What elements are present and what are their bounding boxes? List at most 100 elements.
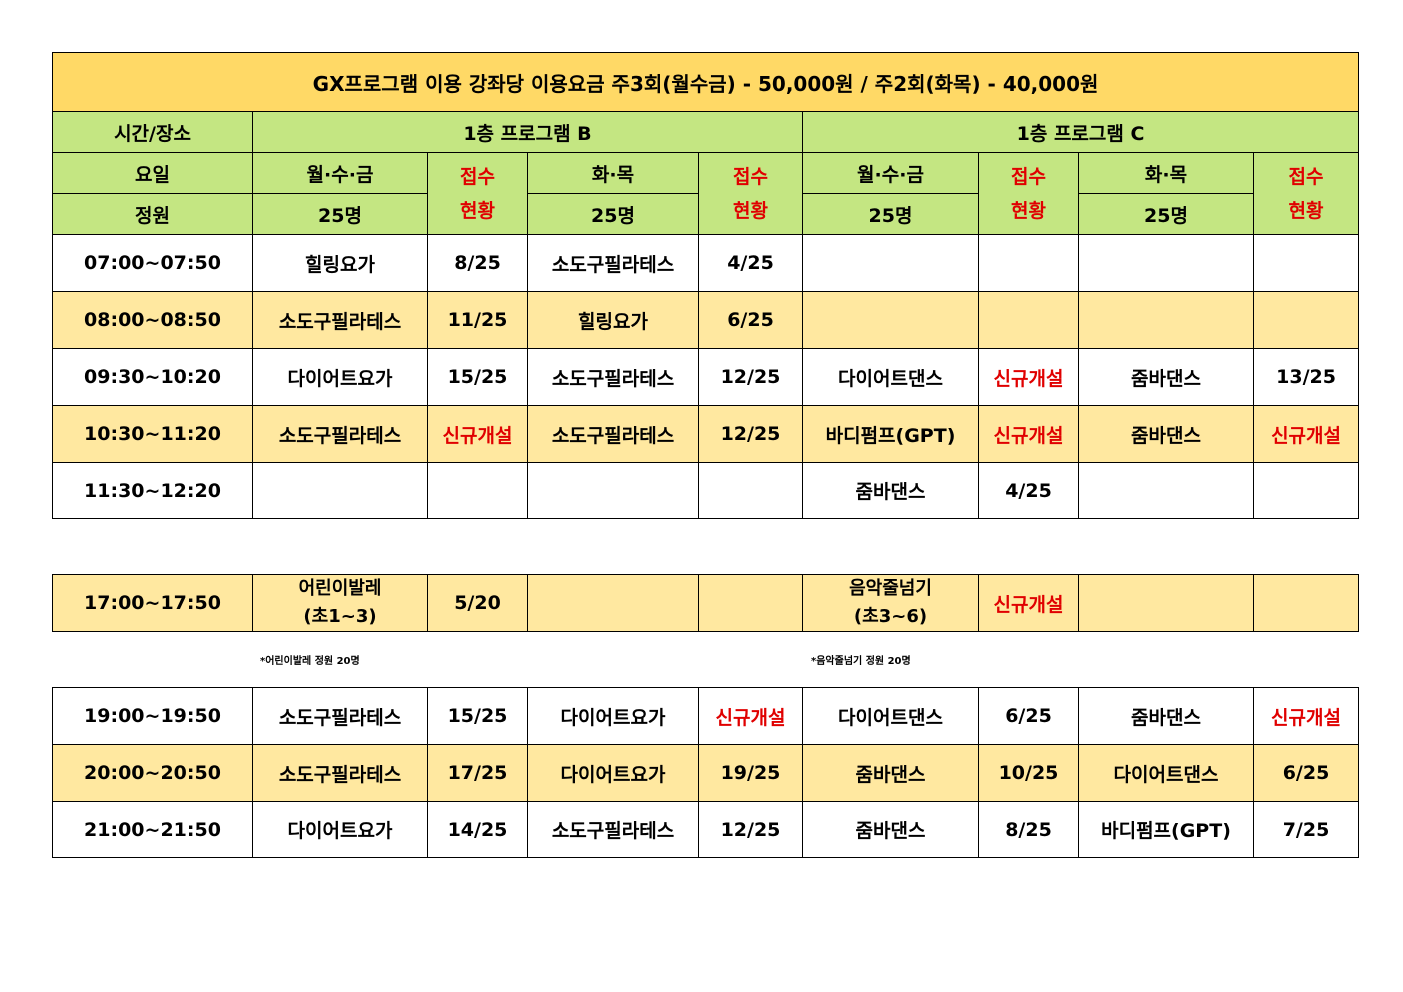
time-cell: 08:00~08:50	[52, 291, 253, 349]
status-cell: 12/25	[698, 348, 803, 406]
class-cell: 소도구필라테스	[527, 348, 699, 406]
class-cell: 줌바댄스	[1078, 405, 1254, 463]
status-cell: 10/25	[978, 744, 1079, 802]
class-cell: 다이어트요가	[527, 744, 699, 802]
schedule-table-afternoon: 17:00~17:50 어린이발레 (초1~3) 5/20 음악줄넘기 (초3~…	[52, 574, 1359, 632]
program-c-header: 1층 프로그램 C	[801, 111, 1360, 153]
status-cell-new: 신규개설	[427, 405, 528, 463]
status-cell: 8/25	[427, 234, 528, 292]
status-cell: 17/25	[427, 744, 528, 802]
class-cell	[527, 574, 699, 632]
status-cell: 6/25	[1253, 744, 1359, 802]
class-cell: 힐링요가	[527, 291, 699, 349]
status-cell-new: 신규개설	[978, 348, 1079, 406]
class-cell	[802, 291, 979, 349]
status-cell: 13/25	[1252, 348, 1360, 406]
b-mwf-capacity: 25명	[252, 193, 428, 235]
status-cell: 15/25	[427, 687, 528, 745]
status-cell	[1252, 462, 1360, 519]
time-cell: 09:30~10:20	[52, 348, 253, 406]
status-cell: 7/25	[1253, 801, 1359, 858]
day-label: 요일	[52, 152, 253, 194]
status-cell-new: 신규개설	[978, 574, 1079, 632]
class-cell	[1078, 234, 1254, 292]
class-cell-jumprope: 음악줄넘기 (초3~6)	[802, 574, 979, 632]
status-cell: 5/20	[427, 574, 528, 632]
class-cell: 소도구필라테스	[527, 234, 699, 292]
status-cell: 6/25	[978, 687, 1079, 745]
status-cell-new: 신규개설	[1253, 687, 1359, 745]
status-cell	[427, 462, 528, 519]
class-cell	[1078, 574, 1254, 632]
class-cell: 다이어트요가	[527, 687, 699, 745]
class-cell	[527, 462, 699, 519]
class-cell: 줌바댄스	[1078, 348, 1254, 406]
schedule-table-evening: 19:00~19:50 소도구필라테스 15/25 다이어트요가 신규개설 다이…	[52, 687, 1359, 858]
class-cell	[1078, 462, 1254, 519]
ballet-capacity-note: *어린이발레 정원 20명	[260, 656, 360, 667]
time-cell: 07:00~07:50	[52, 234, 253, 292]
c-tt-capacity: 25명	[1078, 193, 1254, 235]
status-cell: 11/25	[427, 291, 528, 349]
status-cell: 4/25	[978, 462, 1079, 519]
class-cell: 다이어트댄스	[1078, 744, 1254, 802]
status-cell	[698, 462, 803, 519]
table-row: 08:00~08:50 소도구필라테스 11/25 힐링요가 6/25	[52, 291, 1360, 349]
b-mwf-header: 월·수·금	[252, 152, 428, 194]
class-cell: 바디펌프(GPT)	[802, 405, 979, 463]
page-title: GX프로그램 이용 강좌당 이용요금 주3회(월수금) - 50,000원 / …	[51, 52, 1360, 112]
class-cell: 소도구필라테스	[252, 687, 428, 745]
class-cell: 줌바댄스	[802, 462, 979, 519]
table-row: 17:00~17:50 어린이발레 (초1~3) 5/20 음악줄넘기 (초3~…	[52, 574, 1359, 632]
time-cell: 19:00~19:50	[52, 687, 253, 745]
class-cell: 소도구필라테스	[252, 744, 428, 802]
status-cell: 12/25	[698, 801, 803, 858]
jumprope-capacity-note: *음악줄넘기 정원 20명	[811, 656, 911, 667]
class-cell: 소도구필라테스	[252, 291, 428, 349]
class-cell: 줌바댄스	[1078, 687, 1254, 745]
status-cell: 12/25	[698, 405, 803, 463]
class-cell: 다이어트요가	[252, 348, 428, 406]
c-mwf-status-header: 접수 현황	[978, 152, 1079, 235]
status-cell: 4/25	[698, 234, 803, 292]
time-cell: 17:00~17:50	[52, 574, 253, 632]
status-cell-new: 신규개설	[978, 405, 1079, 463]
time-cell: 21:00~21:50	[52, 801, 253, 858]
class-cell: 바디펌프(GPT)	[1078, 801, 1254, 858]
table-row: 21:00~21:50 다이어트요가 14/25 소도구필라테스 12/25 줌…	[52, 801, 1359, 858]
status-cell: 14/25	[427, 801, 528, 858]
status-cell: 19/25	[698, 744, 803, 802]
class-cell	[1078, 291, 1254, 349]
class-cell: 힐링요가	[252, 234, 428, 292]
time-place-header: 시간/장소	[52, 111, 253, 153]
class-cell: 줌바댄스	[802, 801, 979, 858]
b-tt-status-header: 접수 현황	[698, 152, 803, 235]
schedule-table-main: GX프로그램 이용 강좌당 이용요금 주3회(월수금) - 50,000원 / …	[51, 52, 1360, 519]
program-b-header: 1층 프로그램 B	[252, 111, 803, 153]
class-cell: 소도구필라테스	[527, 801, 699, 858]
class-cell	[252, 462, 428, 519]
c-tt-status-header: 접수 현황	[1252, 152, 1360, 235]
status-cell	[1252, 291, 1360, 349]
b-mwf-status-header: 접수 현황	[427, 152, 528, 235]
class-cell: 줌바댄스	[802, 744, 979, 802]
time-cell: 20:00~20:50	[52, 744, 253, 802]
status-cell: 6/25	[698, 291, 803, 349]
class-cell: 다이어트댄스	[802, 348, 979, 406]
class-cell: 다이어트댄스	[802, 687, 979, 745]
time-cell: 10:30~11:20	[52, 405, 253, 463]
status-cell-new: 신규개설	[698, 687, 803, 745]
class-cell-ballet: 어린이발레 (초1~3)	[252, 574, 428, 632]
table-row: 20:00~20:50 소도구필라테스 17/25 다이어트요가 19/25 줌…	[52, 744, 1359, 802]
b-tt-header: 화·목	[527, 152, 699, 194]
status-cell	[978, 291, 1079, 349]
status-cell: 8/25	[978, 801, 1079, 858]
table-row: 10:30~11:20 소도구필라테스 신규개설 소도구필라테스 12/25 바…	[52, 405, 1360, 463]
status-cell	[1252, 234, 1360, 292]
c-mwf-header: 월·수·금	[802, 152, 979, 194]
table-row: 07:00~07:50 힐링요가 8/25 소도구필라테스 4/25	[52, 234, 1360, 292]
time-cell: 11:30~12:20	[52, 462, 253, 519]
b-tt-capacity: 25명	[527, 193, 699, 235]
class-cell	[802, 234, 979, 292]
status-cell	[1253, 574, 1359, 632]
